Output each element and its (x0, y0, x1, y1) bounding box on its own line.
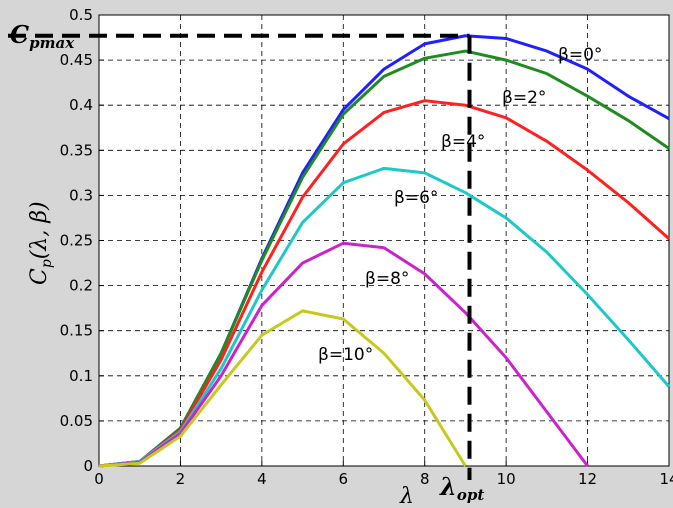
y-tick-label: 0.2 (69, 277, 93, 295)
x-tick-label: 14 (659, 470, 673, 488)
series-lines (98, 34, 671, 468)
series-line-beta-8 (98, 241, 589, 468)
x-tick-label: 0 (94, 470, 104, 488)
annotations (8, 33, 472, 480)
axis-ticks: 0 2 4 6 8 10 12 14 0 0.05 0.1 0.15 0.2 0.25 0.3 0.35 0.4… (60, 6, 673, 488)
x-tick-label: 10 (497, 470, 516, 488)
cpmax-label-main: C (10, 20, 29, 49)
y-axis-title-sub: p (39, 259, 55, 268)
lambda-opt-label-main: λ (439, 472, 457, 501)
x-tick-label: 6 (339, 470, 349, 488)
cpmax-label: Cpmax (10, 20, 75, 52)
series-line-beta-6 (98, 166, 671, 468)
y-tick-label: 0.05 (60, 412, 93, 430)
curve-label-beta-2: β=2° (502, 88, 546, 108)
series-line-beta-2 (98, 49, 670, 468)
y-tick-label: 0.1 (69, 367, 93, 385)
x-tick-label: 2 (176, 470, 186, 488)
y-axis-title-rest: (λ, β) (27, 201, 52, 259)
lambda-opt-label-sub: opt (457, 486, 484, 504)
y-tick-label: 0.45 (60, 51, 93, 69)
lambda-opt-label: λopt (439, 472, 484, 504)
curve-label-beta-10: β=10° (318, 345, 373, 365)
y-tick-label: 0.35 (60, 141, 93, 159)
curve-label-beta-6: β=6° (394, 188, 438, 208)
y-tick-label: 0.4 (69, 96, 93, 114)
y-axis-title-main: C (27, 268, 52, 285)
series-line-beta-10 (98, 309, 467, 468)
y-tick-label: 0.5 (69, 6, 93, 24)
curve-label-beta-4: β=4° (441, 132, 485, 152)
curve-label-beta-0: β=0° (558, 45, 602, 65)
curve-label-beta-8: β=8° (365, 269, 409, 289)
cpmax-label-sub: pmax (29, 34, 75, 52)
x-tick-label: 8 (420, 470, 430, 488)
x-axis-title: λ (399, 484, 414, 508)
y-tick-label: 0.15 (60, 322, 93, 340)
y-tick-label: 0.3 (69, 186, 93, 204)
y-tick-label: 0 (83, 457, 93, 475)
y-tick-label: 0.25 (60, 232, 93, 250)
y-axis-title: Cp(λ, β) (27, 201, 55, 285)
x-tick-label: 12 (578, 470, 597, 488)
x-tick-label: 4 (257, 470, 267, 488)
series-line-beta-4 (98, 99, 670, 468)
